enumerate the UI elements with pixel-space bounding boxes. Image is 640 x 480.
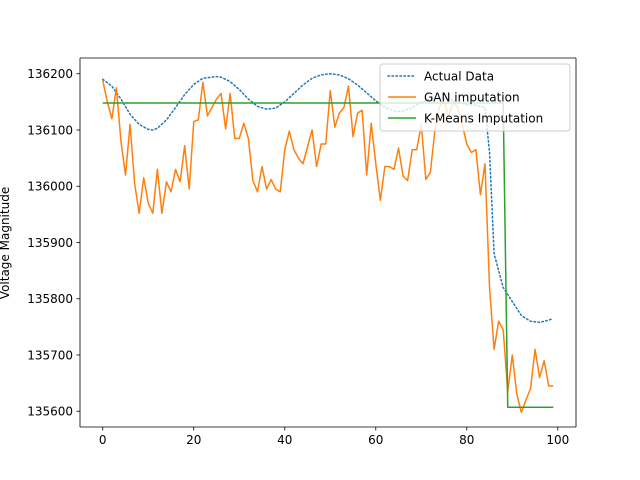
- y-tick-label: 136000: [27, 180, 73, 194]
- y-axis-ticks: 135600 135700 135800 135900 136000 136100 1362…: [27, 67, 80, 419]
- x-tick-label: 40: [277, 433, 292, 447]
- legend-label-gan-imputation: GAN imputation: [424, 91, 520, 105]
- legend: Actual Data GAN imputation K-Means Imput…: [379, 63, 571, 132]
- x-tick-label: 80: [459, 433, 474, 447]
- legend-label-actual-data: Actual Data: [424, 70, 494, 84]
- x-axis-ticks: 0 20 40 60 80 100: [99, 427, 569, 447]
- x-tick-label: 60: [368, 433, 383, 447]
- y-tick-label: 135700: [27, 348, 73, 362]
- series-line-gan-imputation: [102, 80, 554, 414]
- x-tick-label: 0: [99, 433, 107, 447]
- y-tick-label: 135800: [27, 292, 73, 306]
- x-tick-label: 20: [186, 433, 201, 447]
- y-axis-label: Voltage Magnitude: [0, 187, 12, 299]
- series-line-k-means-imputation: [102, 102, 554, 409]
- x-tick-label: 100: [546, 433, 569, 447]
- legend-label-kmeans-imputation: K-Means Imputation: [424, 112, 543, 126]
- axes-frame: [79, 57, 577, 428]
- y-tick-label: 135600: [27, 405, 73, 419]
- y-tick-label: 135900: [27, 236, 73, 250]
- y-tick-label: 136100: [27, 123, 73, 137]
- legend-box: [379, 63, 571, 132]
- y-tick-label: 136200: [27, 67, 73, 81]
